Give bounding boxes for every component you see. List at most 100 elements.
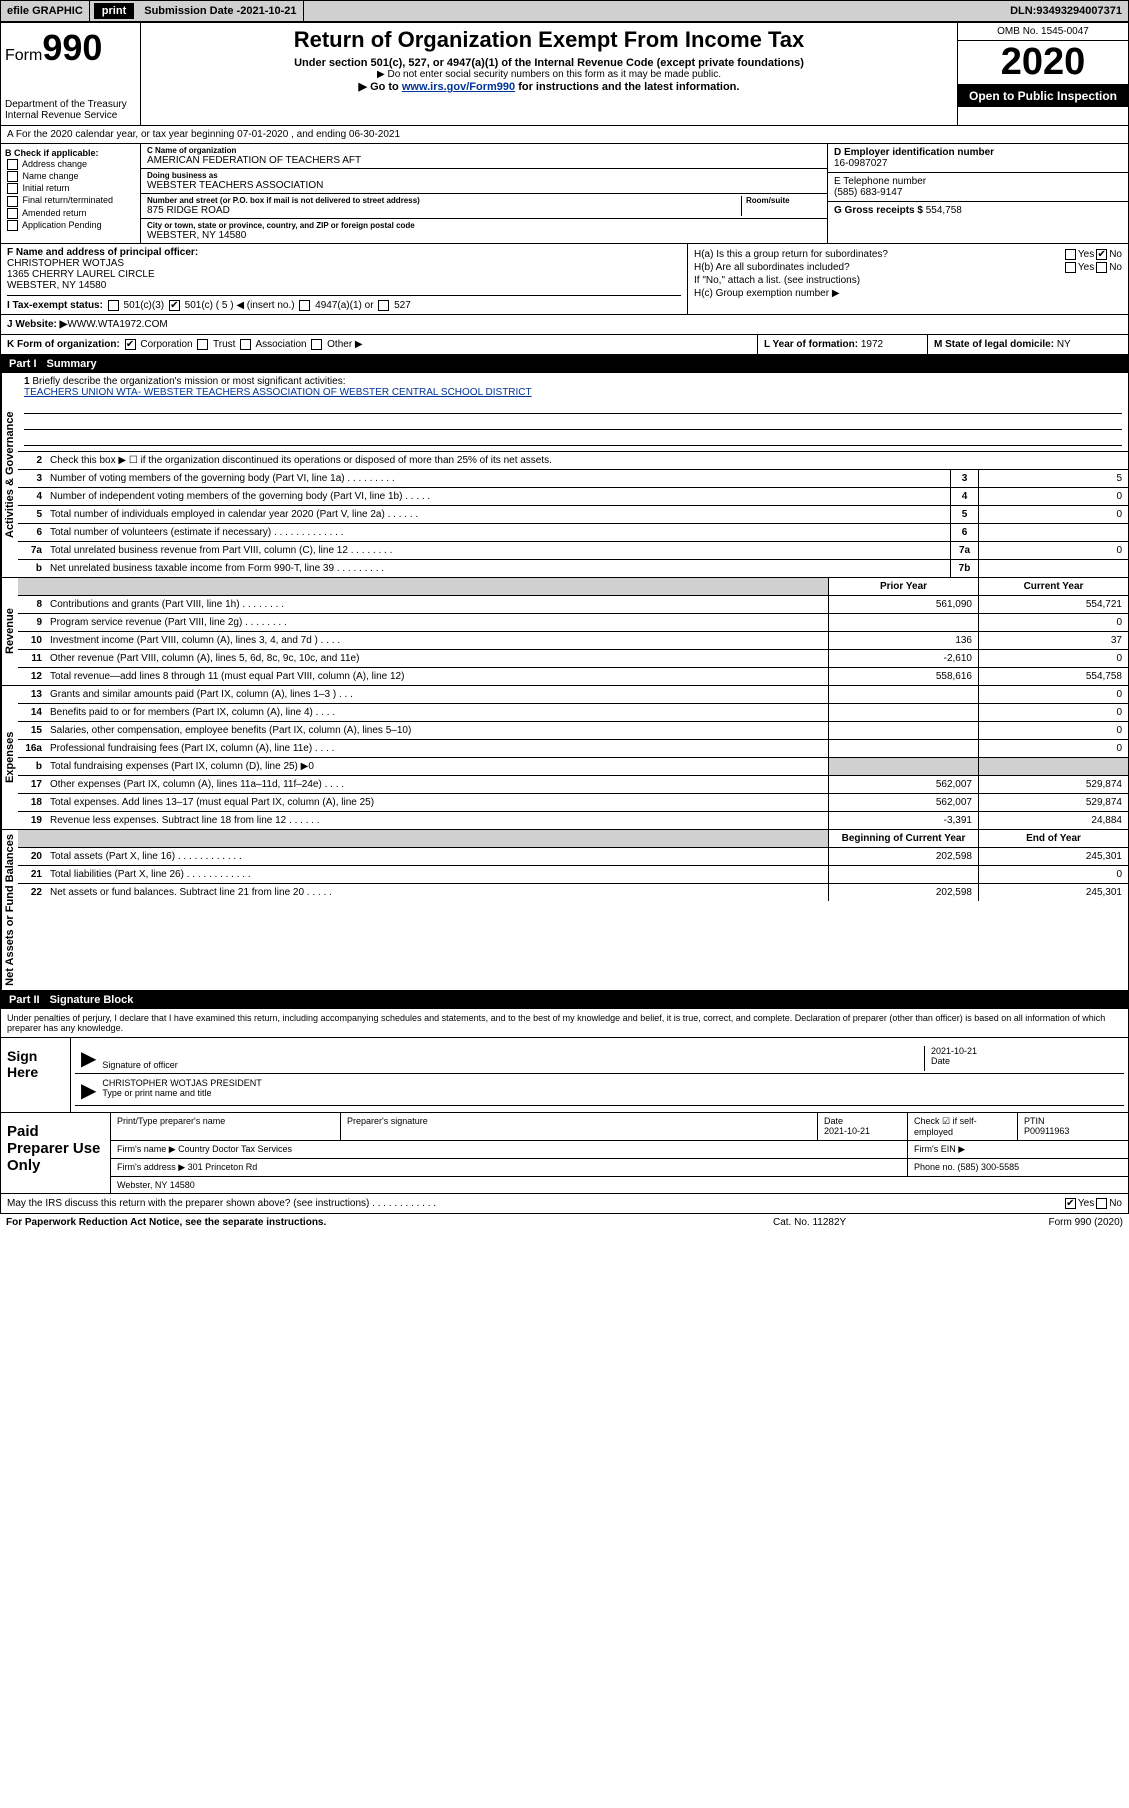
pp-row-1: Print/Type preparer's name Preparer's si… (111, 1113, 1128, 1141)
ha-yes[interactable] (1065, 249, 1076, 260)
paid-preparer-block: Paid Preparer Use Only Print/Type prepar… (1, 1113, 1128, 1194)
row-fh: F Name and address of principal officer:… (1, 244, 1128, 315)
chk-corp[interactable] (125, 339, 136, 350)
sig-row-1: ▶ Signature of officer 2021-10-21 Date (75, 1044, 1124, 1074)
firm-phone-value: (585) 300-5585 (958, 1162, 1020, 1172)
submission-date: Submission Date - 2021-10-21 (138, 1, 303, 21)
state-value: NY (1057, 339, 1071, 350)
sig-date: 2021-10-21 (931, 1046, 1124, 1056)
line-2-desc: Check this box ▶ ☐ if the organization d… (46, 452, 1128, 469)
part1-netassets: Net Assets or Fund Balances Beginning of… (1, 830, 1128, 991)
line-3: 3Number of voting members of the governi… (18, 470, 1128, 488)
website-value: WWW.WTA1972.COM (67, 319, 167, 330)
top-bar: efile GRAPHIC print Submission Date - 20… (0, 0, 1129, 22)
ein-label: D Employer identification number (834, 147, 1122, 158)
part1-label: Part I (9, 358, 37, 370)
part1-header: Part I Summary (1, 355, 1128, 373)
line-14: 14Benefits paid to or for members (Part … (18, 704, 1128, 722)
year-form-label: L Year of formation: (764, 339, 861, 350)
dln-label: DLN: (1010, 5, 1036, 17)
ha-line: H(a) Is this a group return for subordin… (694, 249, 1122, 260)
sig-name-label: Type or print name and title (102, 1088, 1124, 1098)
org-name-label: C Name of organization (147, 146, 821, 155)
box-f: F Name and address of principal officer:… (1, 244, 688, 314)
chk-501c3[interactable] (108, 300, 119, 311)
rev-hdr-blank (18, 578, 828, 595)
org-name-block: C Name of organization AMERICAN FEDERATI… (141, 144, 827, 169)
chk-4947[interactable] (299, 300, 310, 311)
footer-cat: Cat. No. 11282Y (773, 1217, 973, 1228)
line-12: 12Total revenue—add lines 8 through 11 (… (18, 668, 1128, 685)
dln-value: 93493294007371 (1036, 5, 1122, 17)
room-label: Room/suite (746, 196, 821, 205)
sign-body: ▶ Signature of officer 2021-10-21 Date ▶… (71, 1038, 1128, 1112)
hc-label: H(c) Group exemption number ▶ (694, 288, 1122, 299)
chk-final-return[interactable]: Final return/terminated (5, 195, 136, 206)
officer-name: CHRISTOPHER WOTJAS (7, 258, 681, 269)
box-h: H(a) Is this a group return for subordin… (688, 244, 1128, 314)
declaration-text: Under penalties of perjury, I declare th… (1, 1009, 1128, 1038)
form-title: Return of Organization Exempt From Incom… (149, 27, 949, 53)
sig-name: CHRISTOPHER WOTJAS PRESIDENT (102, 1078, 1124, 1088)
addr-block: Number and street (or P.O. box if mail i… (141, 194, 827, 219)
chk-initial-return[interactable]: Initial return (5, 183, 136, 194)
chk-527[interactable] (378, 300, 389, 311)
line-16a: 16aProfessional fundraising fees (Part I… (18, 740, 1128, 758)
ptin-label: PTIN (1024, 1116, 1122, 1126)
hb-no[interactable] (1096, 262, 1107, 273)
sub-date-label: Submission Date - (144, 5, 240, 17)
mission-text: TEACHERS UNION WTA- WEBSTER TEACHERS ASS… (24, 387, 532, 398)
sign-here-label: Sign Here (1, 1038, 71, 1112)
box-de: D Employer identification number 16-0987… (828, 144, 1128, 243)
sig-row-2: ▶ CHRISTOPHER WOTJAS PRESIDENT Type or p… (75, 1076, 1124, 1106)
na-hdr-blank (18, 830, 828, 847)
ha-no[interactable] (1096, 249, 1107, 260)
line-21: 21Total liabilities (Part X, line 26) . … (18, 866, 1128, 884)
blank-line (24, 416, 1122, 430)
discuss-yes[interactable] (1065, 1198, 1076, 1209)
discuss-no[interactable] (1096, 1198, 1107, 1209)
expenses-content: 13Grants and similar amounts paid (Part … (18, 686, 1128, 829)
ein-value: 16-0987027 (834, 158, 1122, 169)
box-c: C Name of organization AMERICAN FEDERATI… (141, 144, 828, 243)
form-subtitle-3: ▶ Go to www.irs.gov/Form990 for instruct… (149, 80, 949, 93)
line-15: 15Salaries, other compensation, employee… (18, 722, 1128, 740)
dba-label: Doing business as (147, 171, 821, 180)
line-20: 20Total assets (Part X, line 16) . . . .… (18, 848, 1128, 866)
dba-block: Doing business as WEBSTER TEACHERS ASSOC… (141, 169, 827, 194)
print-button[interactable]: print (94, 3, 134, 19)
footer-form: Form 990 (2020) (973, 1217, 1123, 1228)
chk-name-change[interactable]: Name change (5, 171, 136, 182)
blank-line (24, 432, 1122, 446)
chk-assoc[interactable] (240, 339, 251, 350)
chk-501c[interactable] (169, 300, 180, 311)
dln: DLN: 93493294007371 (1004, 1, 1128, 21)
footer-left: For Paperwork Reduction Act Notice, see … (6, 1217, 773, 1228)
footer: For Paperwork Reduction Act Notice, see … (0, 1214, 1129, 1231)
hb-yes[interactable] (1065, 262, 1076, 273)
row-a-tax-year: A For the 2020 calendar year, or tax yea… (1, 126, 1128, 144)
netassets-content: Beginning of Current Year End of Year 20… (18, 830, 1128, 990)
chk-other[interactable] (311, 339, 322, 350)
form-subtitle-2: ▶ Do not enter social security numbers o… (149, 69, 949, 80)
sign-here-block: Sign Here ▶ Signature of officer 2021-10… (1, 1038, 1128, 1113)
state-label: M State of legal domicile: (934, 339, 1057, 350)
hb-label: H(b) Are all subordinates included? (694, 262, 1063, 273)
na-header: Beginning of Current Year End of Year (18, 830, 1128, 848)
line-11: 11Other revenue (Part VIII, column (A), … (18, 650, 1128, 668)
goto-prefix: ▶ Go to (359, 81, 402, 93)
part2-header: Part II Signature Block (1, 991, 1128, 1009)
irs-link[interactable]: www.irs.gov/Form990 (402, 81, 515, 93)
chk-amended[interactable]: Amended return (5, 208, 136, 219)
phone-value: (585) 683-9147 (834, 187, 1122, 198)
row-l: L Year of formation: 1972 (758, 335, 928, 354)
sub-date-value: 2021-10-21 (240, 5, 296, 17)
chk-address-change[interactable]: Address change (5, 159, 136, 170)
row-k: K Form of organization: Corporation Trus… (1, 335, 758, 354)
form-header: Form990 Department of the Treasury Inter… (1, 23, 1128, 126)
chk-pending[interactable]: Application Pending (5, 220, 136, 231)
arrow-icon: ▶ (75, 1078, 102, 1103)
sig-officer-line[interactable] (102, 1046, 924, 1060)
chk-trust[interactable] (197, 339, 208, 350)
paid-prep-label: Paid Preparer Use Only (1, 1113, 111, 1193)
